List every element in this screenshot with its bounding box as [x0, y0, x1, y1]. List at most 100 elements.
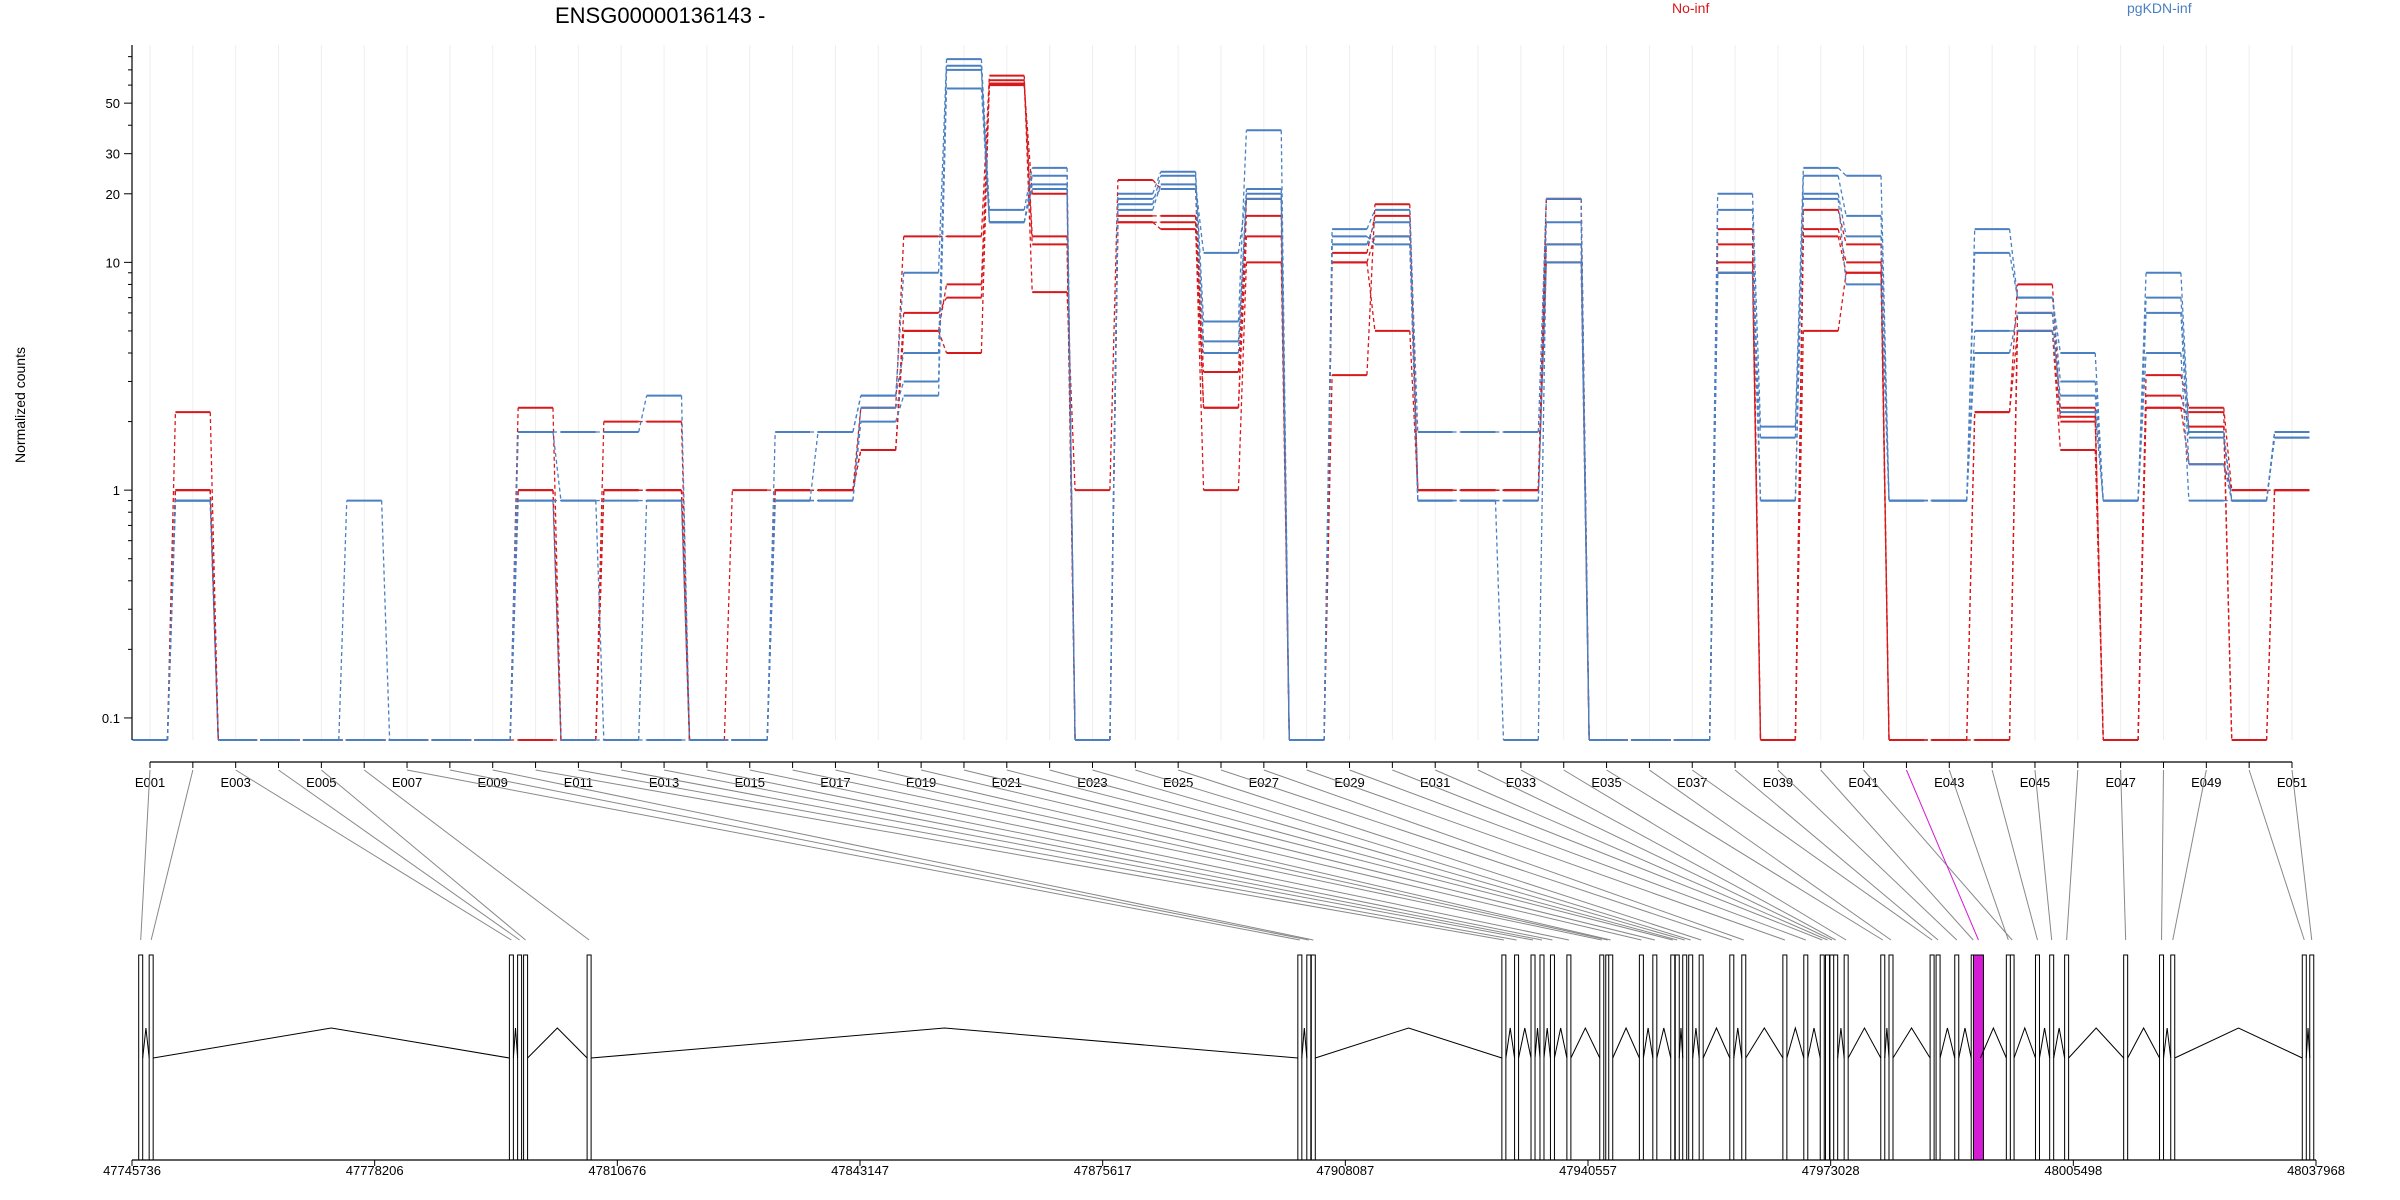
intron-line — [1702, 1026, 1731, 1059]
exon-tick-label: E001 — [135, 775, 165, 790]
exon-box — [2064, 954, 2070, 1161]
intron-line — [1892, 1027, 1931, 1059]
intron-line — [1534, 1027, 1541, 1059]
genomic-tick-label: 47745736 — [103, 1163, 161, 1178]
series-connector — [1366, 236, 1376, 263]
exon-box — [1682, 954, 1688, 1161]
intron-line — [1733, 1027, 1743, 1059]
series-connector — [980, 80, 991, 354]
series-connector — [2265, 437, 2276, 501]
series-connector — [2180, 407, 2190, 465]
intron-line — [1958, 1027, 1972, 1059]
exon-box — [1608, 954, 1614, 1161]
series-connector — [1880, 272, 1890, 741]
exon-connector — [1563, 769, 1847, 941]
exon-connector — [1392, 769, 1823, 941]
exon-connector — [406, 769, 1300, 941]
series-connector — [595, 500, 605, 741]
exon-connector — [1991, 769, 2038, 941]
exon-box — [1824, 954, 1830, 1161]
series-connector — [980, 65, 991, 223]
intron-line — [527, 1027, 588, 1059]
intron-line — [1745, 1027, 1784, 1059]
exon-tick-label: E005 — [306, 775, 336, 790]
exon-connector — [1520, 769, 1836, 941]
exon-box — [1549, 954, 1555, 1161]
genomic-tick-label: 47973028 — [1802, 1163, 1860, 1178]
intron-line — [2127, 1026, 2160, 1059]
series-connector — [1152, 188, 1162, 200]
exon-axis: E001 E003 E005 E007 E009 E011 E013 E015 E017 E019… — [135, 761, 2307, 790]
exon-box — [1514, 954, 1520, 1161]
exon-box — [1501, 954, 1507, 1161]
series-connector — [1366, 235, 1376, 245]
exon-connector — [2120, 769, 2127, 941]
series-connector — [1837, 228, 1847, 263]
series-connector — [2008, 330, 2019, 413]
genomic-tick-label: 47810676 — [588, 1163, 646, 1178]
exon-box — [1638, 954, 1644, 1161]
intron-line — [2068, 1027, 2125, 1059]
genomic-tick-label: 47843147 — [831, 1163, 889, 1178]
exon-box — [138, 954, 144, 1161]
exon-box — [1954, 954, 1960, 1161]
intron-line — [153, 1027, 510, 1059]
exon-box — [1819, 954, 1825, 1161]
exon-box — [148, 954, 154, 1161]
exon-box — [1843, 954, 1849, 1161]
series-connector — [509, 500, 519, 741]
series-connector — [552, 500, 562, 741]
exon-connector — [1691, 769, 1933, 941]
exon-tick-label: E029 — [1334, 775, 1364, 790]
series-connector — [1837, 272, 1847, 332]
intron-line — [1678, 1027, 1684, 1059]
series-connector — [1494, 500, 1505, 741]
series-connector — [2008, 228, 2019, 298]
genomic-tick-label: 47875617 — [1074, 1163, 1132, 1178]
series-connector — [1023, 188, 1033, 223]
series-connector — [166, 500, 177, 741]
exon-connector — [1948, 769, 2009, 941]
exon-connector — [1734, 769, 1939, 941]
gene-model — [138, 954, 2315, 1161]
exon-connector — [963, 769, 1655, 941]
series-connector — [2094, 352, 2104, 501]
series-connector — [1751, 272, 1762, 501]
legend-pgkdn-inf: pgKDN-inf — [2127, 0, 2192, 16]
series-connector — [1152, 175, 1162, 205]
series-connector — [1152, 184, 1162, 211]
exon-box — [1688, 954, 1694, 1161]
series-connector — [723, 490, 733, 741]
exon-connector — [1006, 769, 1673, 941]
exon-box — [1880, 954, 1886, 1161]
intron-line — [1939, 1027, 1956, 1059]
series-connector — [2223, 464, 2233, 501]
chart-title: ENSG00000136143 - — [555, 3, 765, 28]
exon-box — [1741, 954, 1747, 1161]
y-tick-label: 10 — [106, 255, 120, 270]
series-connector — [1237, 198, 1248, 342]
intron-line — [1847, 1026, 1882, 1059]
exon-connector — [1435, 769, 1828, 941]
series-connector — [2223, 412, 2233, 741]
exon-box — [1674, 954, 1680, 1161]
intron-line — [1543, 1027, 1551, 1059]
series-connector — [1366, 222, 1376, 245]
exon-tick-label: E015 — [735, 775, 765, 790]
y-axis-label: Normalized counts — [12, 347, 28, 463]
exon-tick-label: E025 — [1163, 775, 1193, 790]
exon-connector — [1606, 769, 1884, 941]
series-connector — [1237, 236, 1248, 408]
series-layer — [132, 58, 2310, 741]
exon-connector — [449, 769, 1309, 941]
series-connector — [1837, 193, 1847, 237]
series-connector — [1966, 352, 1976, 501]
exon-box — [1888, 954, 1894, 1161]
exon-box — [2123, 954, 2129, 1161]
series-connector — [1194, 171, 1205, 322]
exon-connector — [706, 769, 1553, 941]
intron-line — [1570, 1026, 1601, 1059]
series-connector — [680, 500, 691, 741]
exon-connector — [1477, 769, 1833, 941]
series-connector — [2137, 407, 2147, 741]
